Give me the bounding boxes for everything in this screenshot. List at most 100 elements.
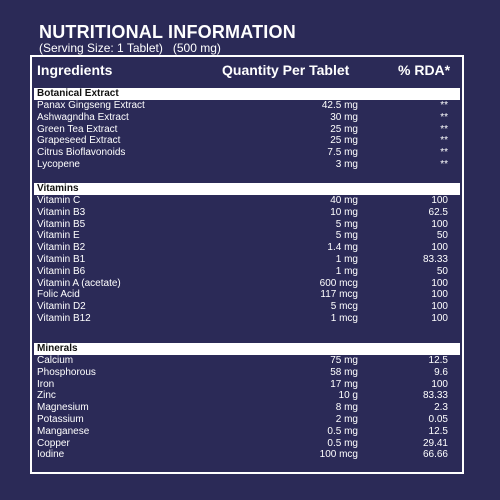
ingredient-name: Vitamin C xyxy=(37,195,81,206)
ingredient-name: Vitamin D2 xyxy=(37,301,86,313)
ingredient-rda: 100 xyxy=(431,313,448,324)
serving-mass: (500 mg) xyxy=(172,41,221,55)
ingredient-name: Citrus Bioflavonoids xyxy=(37,147,126,159)
ingredient-rda: 83.33 xyxy=(422,390,448,402)
ingredient-quantity: 10 g xyxy=(338,390,358,402)
table-frame xyxy=(30,55,464,474)
ingredient-quantity: 3 mg xyxy=(335,159,358,170)
table-row: Vitamin A (acetate) 600 mcg 100 xyxy=(34,278,460,290)
table-row: Iodine 100 mcg 66.66 xyxy=(34,449,460,461)
panel-title: NUTRITIONAL INFORMATION xyxy=(39,22,296,42)
ingredient-rda: 29.41 xyxy=(422,437,448,449)
ingredient-name: Iron xyxy=(37,378,55,390)
ingredient-quantity: 0.5 mg xyxy=(327,425,358,437)
ingredient-name: Grapeseed Extract xyxy=(37,135,121,147)
ingredient-quantity: 58 mg xyxy=(330,366,358,378)
column-header-ingredients: Ingredients xyxy=(37,62,113,78)
ingredient-rda: ** xyxy=(440,147,448,159)
ingredient-name: Potassium xyxy=(37,414,84,425)
table-row: Vitamin B3 10 mg 62.5 xyxy=(34,207,460,219)
ingredient-rda: 0.05 xyxy=(428,414,448,425)
table-row: Zinc 10 g 83.33 xyxy=(34,390,460,402)
table-row: Iron 17 mg 100 xyxy=(34,379,460,391)
ingredient-quantity: 5 mg xyxy=(335,230,358,242)
ingredient-quantity: 10 mg xyxy=(330,206,358,218)
table-row: Green Tea Extract 25 mg ** xyxy=(34,124,460,136)
table-row: Potassium 2 mg 0.05 xyxy=(34,414,460,426)
ingredient-quantity: 8 mg xyxy=(335,402,358,414)
table-row: Vitamin E 5 mg 50 xyxy=(34,230,460,242)
ingredient-quantity: 600 mcg xyxy=(319,277,358,289)
ingredient-rda: 12.5 xyxy=(428,355,448,366)
ingredient-rda: 2.3 xyxy=(434,402,448,414)
serving-size: (Serving Size: 1 Tablet) xyxy=(39,41,163,55)
table-row: Vitamin D2 5 mcg 100 xyxy=(34,301,460,313)
ingredient-name: Magnesium xyxy=(37,402,89,414)
table-row: Lycopene 3 mg ** xyxy=(34,159,460,171)
ingredient-name: Vitamin B12 xyxy=(37,313,91,324)
ingredient-name: Iodine xyxy=(37,449,65,461)
table-row: Manganese 0.5 mg 12.5 xyxy=(34,426,460,438)
ingredient-rda: 100 xyxy=(431,289,448,301)
ingredient-name: Calcium xyxy=(37,355,74,366)
ingredient-quantity: 117 mcg xyxy=(320,289,358,301)
ingredient-rda: ** xyxy=(440,135,448,147)
table-row: Vitamin B5 5 mg 100 xyxy=(34,219,460,231)
table-row: Copper 0.5 mg 29.41 xyxy=(34,438,460,450)
ingredient-quantity: 1 mcg xyxy=(330,313,358,324)
table-row: Vitamin B1 1 mg 83.33 xyxy=(34,254,460,266)
ingredient-name: Ashwagndha Extract xyxy=(37,111,129,123)
ingredient-name: Folic Acid xyxy=(37,289,80,301)
table-row: Phosphorous 58 mg 9.6 xyxy=(34,367,460,379)
ingredient-rda: 9.6 xyxy=(434,366,448,378)
ingredient-quantity: 7.5 mg xyxy=(327,147,358,159)
table-row: Calcium 75 mg 12.5 xyxy=(34,355,460,367)
ingredient-rda: ** xyxy=(440,111,448,123)
ingredient-quantity: 5 mcg xyxy=(330,301,358,313)
ingredient-quantity: 42.5 mg xyxy=(321,100,358,111)
table-row: Citrus Bioflavonoids 7.5 mg ** xyxy=(34,147,460,159)
ingredient-quantity: 17 mg xyxy=(330,378,358,390)
ingredient-rda: 100 xyxy=(431,242,448,254)
ingredient-rda: 66.66 xyxy=(422,449,448,461)
ingredient-name: Vitamin B5 xyxy=(37,218,86,230)
table-row: Grapeseed Extract 25 mg ** xyxy=(34,135,460,147)
section-header: Vitamins xyxy=(34,183,460,195)
table-row: Vitamin C 40 mg 100 xyxy=(34,195,460,207)
ingredient-name: Vitamin A (acetate) xyxy=(37,277,121,289)
ingredient-quantity: 40 mg xyxy=(330,195,358,206)
ingredient-quantity: 100 mcg xyxy=(319,449,358,461)
ingredient-name: Vitamin B2 xyxy=(37,242,86,254)
ingredient-quantity: 30 mg xyxy=(330,111,358,123)
table-row: Magnesium 8 mg 2.3 xyxy=(34,402,460,414)
ingredient-name: Copper xyxy=(37,437,70,449)
ingredient-rda: 100 xyxy=(431,378,448,390)
ingredient-rda: 100 xyxy=(431,301,448,313)
ingredient-rda: 50 xyxy=(436,230,448,242)
ingredient-name: Phosphorous xyxy=(37,366,96,378)
ingredient-quantity: 5 mg xyxy=(335,218,358,230)
table-row: Panax Gingseng Extract 42.5 mg ** xyxy=(34,100,460,112)
table-row: Vitamin B2 1.4 mg 100 xyxy=(34,242,460,254)
column-header-rda: % RDA* xyxy=(398,62,451,78)
ingredient-quantity: 0.5 mg xyxy=(327,437,358,449)
ingredient-rda: 12.5 xyxy=(428,425,448,437)
ingredient-rda: ** xyxy=(440,159,448,170)
column-header-quantity: Quantity Per Tablet xyxy=(222,62,350,78)
ingredient-quantity: 1 mg xyxy=(335,254,358,265)
ingredient-quantity: 25 mg xyxy=(330,135,358,147)
ingredient-quantity: 2 mg xyxy=(335,414,358,425)
section-header: Minerals xyxy=(34,343,460,355)
ingredient-name: Manganese xyxy=(37,425,90,437)
ingredient-rda: 50 xyxy=(436,265,448,277)
ingredient-name: Vitamin B1 xyxy=(37,254,86,265)
ingredient-name: Vitamin B6 xyxy=(37,265,86,277)
ingredient-quantity: 25 mg xyxy=(330,123,358,135)
section-header: Botanical Extract xyxy=(34,88,460,100)
ingredient-rda: 100 xyxy=(431,277,448,289)
ingredient-name: Vitamin E xyxy=(37,230,80,242)
ingredient-rda: ** xyxy=(440,123,448,135)
ingredient-rda: 100 xyxy=(431,195,448,206)
table-row: Vitamin B6 1 mg 50 xyxy=(34,266,460,278)
